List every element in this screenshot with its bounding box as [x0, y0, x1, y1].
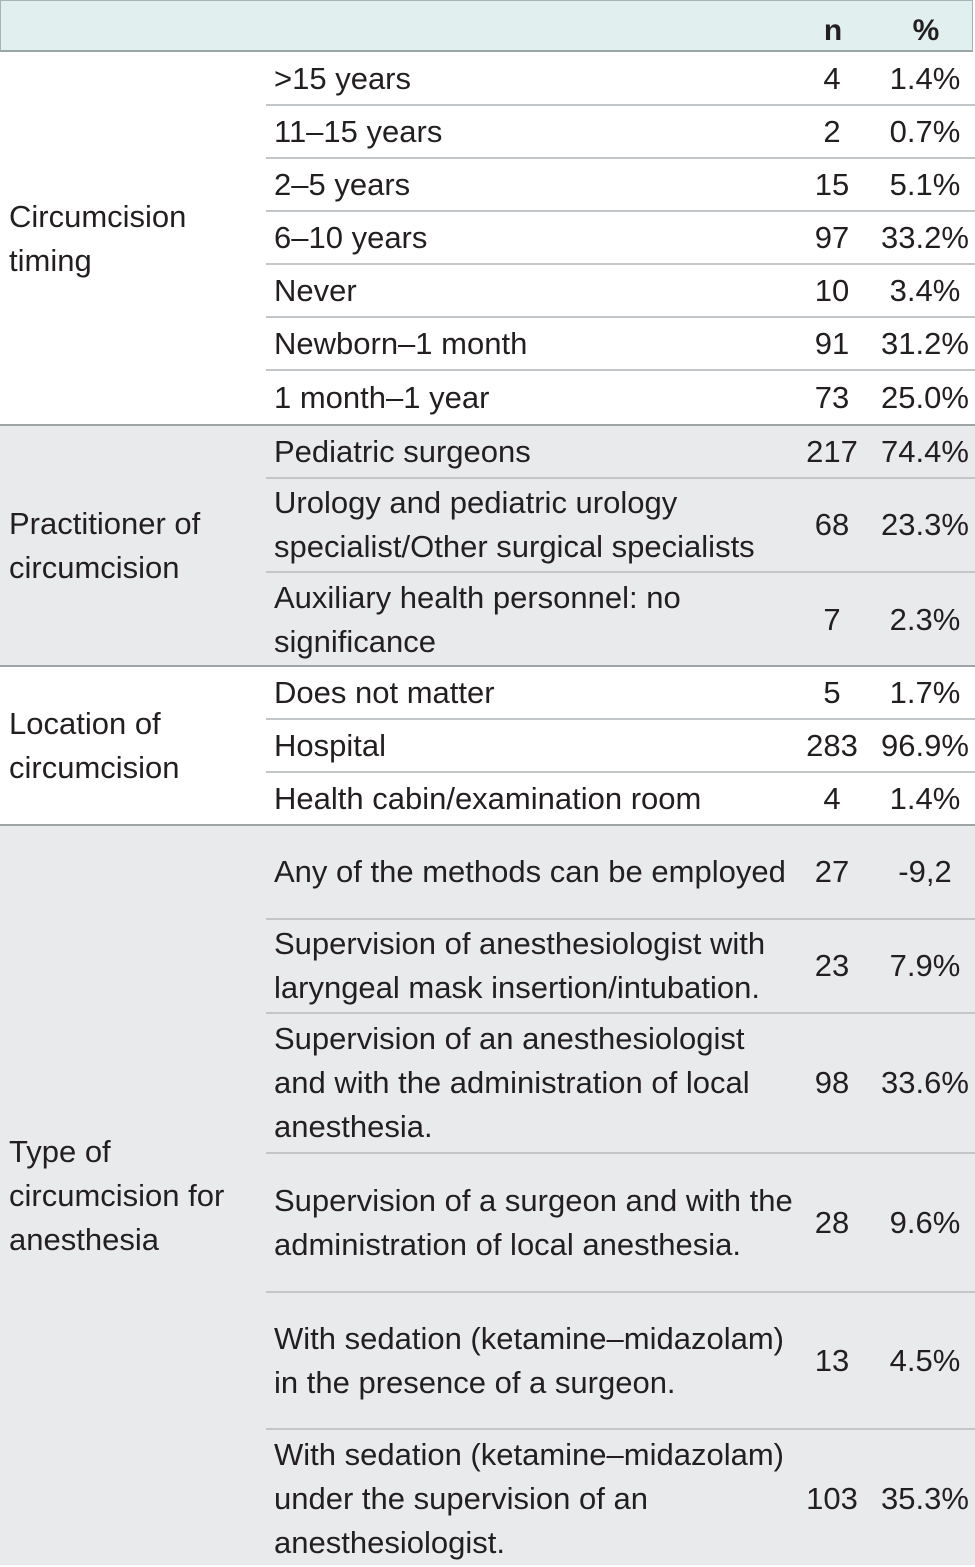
- table-row: 6–10 years 97 33.2%: [266, 212, 975, 265]
- row-label: Supervision of anesthesiologist with lar…: [274, 926, 766, 1005]
- row-label: >15 years: [274, 60, 412, 96]
- row-label: With sedation (ketamine–midazolam) in th…: [274, 1320, 784, 1400]
- row-label: Any of the methods can be employed: [274, 854, 786, 889]
- row-count: 68: [814, 507, 850, 542]
- row-count: 7: [823, 601, 841, 637]
- row-label: Newborn–1 month: [274, 325, 528, 361]
- group-location: Location of circumcision Does not matter…: [0, 665, 975, 825]
- row-label: Never: [274, 272, 357, 308]
- row-percent: 74.4%: [881, 433, 969, 469]
- table-row: Hospital 283 96.9%: [266, 720, 975, 773]
- row-count: 283: [806, 727, 858, 763]
- row-count: 23: [814, 948, 850, 983]
- table-row: Does not matter 5 1.7%: [266, 667, 975, 720]
- row-percent: 31.2%: [881, 325, 969, 361]
- row-percent: -9,2: [898, 854, 952, 889]
- table-row: With sedation (ketamine–midazolam) in th…: [266, 1293, 975, 1430]
- group-label: Practitioner of circumcision: [9, 426, 254, 666]
- row-label: Pediatric surgeons: [274, 433, 531, 469]
- table-row: Never 10 3.4%: [266, 265, 975, 318]
- row-label: Urology and pediatric urology specialist…: [274, 485, 755, 564]
- row-count: 97: [814, 219, 850, 255]
- row-count: 103: [806, 1480, 858, 1516]
- row-label: Health cabin/examination room: [274, 781, 702, 816]
- group-label-text: Location of circumcision: [9, 706, 180, 785]
- row-percent: 1.7%: [889, 674, 961, 710]
- row-percent: 3.4%: [889, 272, 961, 308]
- table-row: With sedation (ketamine–midazolam) under…: [266, 1430, 975, 1567]
- row-label: With sedation (ketamine–midazolam) under…: [274, 1436, 784, 1560]
- row-count: 13: [814, 1342, 850, 1378]
- row-percent: 2.3%: [889, 601, 961, 637]
- row-percent: 96.9%: [881, 727, 969, 763]
- table-row: Auxiliary health personnel: no significa…: [266, 573, 975, 666]
- row-count: 4: [823, 781, 841, 816]
- row-percent: 9.6%: [889, 1204, 961, 1240]
- row-count: 15: [814, 166, 850, 202]
- table-row: >15 years 4 1.4%: [266, 53, 975, 106]
- row-count: 27: [814, 854, 850, 889]
- row-count: 10: [814, 272, 850, 308]
- group-label-text: Circumcision timing: [9, 198, 187, 278]
- row-label: Supervision of a surgeon and with the ad…: [274, 1182, 793, 1262]
- row-percent: 1.4%: [889, 781, 961, 816]
- table-row: Supervision of a surgeon and with the ad…: [266, 1154, 975, 1293]
- row-count: 91: [814, 325, 850, 361]
- row-percent: 25.0%: [881, 379, 969, 415]
- row-percent: 1.4%: [889, 60, 961, 96]
- table-row: Urology and pediatric urology specialist…: [266, 479, 975, 573]
- row-count: 217: [806, 433, 858, 469]
- table-row: Supervision of an anesthesiologist and w…: [266, 1014, 975, 1154]
- row-count: 2: [823, 113, 841, 149]
- table-row: Supervision of anesthesiologist with lar…: [266, 920, 975, 1014]
- table-row: Any of the methods can be employed 27 -9…: [266, 826, 975, 920]
- row-percent: 0.7%: [889, 113, 961, 149]
- row-percent: 35.3%: [881, 1480, 969, 1516]
- row-label: Supervision of an anesthesiologist and w…: [274, 1021, 750, 1144]
- row-count: 4: [823, 60, 841, 96]
- header-n: n: [823, 14, 843, 47]
- row-label: 1 month–1 year: [274, 379, 490, 415]
- table-header: n %: [0, 0, 973, 52]
- row-label: Does not matter: [274, 674, 495, 710]
- row-percent: 33.6%: [881, 1065, 969, 1100]
- group-anesthesia-type: Type of circumcision for anesthesia Any …: [0, 824, 975, 1565]
- group-label: Circumcision timing: [9, 53, 254, 424]
- row-count: 98: [814, 1065, 850, 1100]
- table-row: Newborn–1 month 91 31.2%: [266, 318, 975, 371]
- header-percent: %: [912, 14, 940, 47]
- row-percent: 7.9%: [889, 948, 961, 983]
- row-percent: 4.5%: [889, 1342, 961, 1378]
- group-circumcision-timing: Circumcision timing >15 years 4 1.4% 11–…: [0, 53, 975, 424]
- group-label-text: Practitioner of circumcision: [9, 506, 201, 585]
- row-label: Auxiliary health personnel: no significa…: [274, 579, 681, 659]
- group-practitioner: Practitioner of circumcision Pediatric s…: [0, 424, 975, 666]
- row-label: 6–10 years: [274, 219, 428, 255]
- table-row: Pediatric surgeons 217 74.4%: [266, 426, 975, 479]
- row-label: 2–5 years: [274, 166, 411, 202]
- row-percent: 5.1%: [889, 166, 961, 202]
- table-row: Health cabin/examination room 4 1.4%: [266, 773, 975, 825]
- group-label: Type of circumcision for anesthesia: [9, 826, 254, 1565]
- table-row: 2–5 years 15 5.1%: [266, 159, 975, 212]
- row-count: 28: [814, 1204, 850, 1240]
- table-row: 11–15 years 2 0.7%: [266, 106, 975, 159]
- group-label: Location of circumcision: [9, 667, 254, 825]
- row-count: 5: [823, 674, 841, 710]
- row-percent: 23.3%: [881, 507, 969, 542]
- row-percent: 33.2%: [881, 219, 969, 255]
- group-label-text: Type of circumcision for anesthesia: [9, 1133, 225, 1257]
- table-row: 1 month–1 year 73 25.0%: [266, 371, 975, 424]
- row-label: 11–15 years: [274, 113, 443, 149]
- row-label: Hospital: [274, 727, 386, 763]
- row-count: 73: [814, 379, 850, 415]
